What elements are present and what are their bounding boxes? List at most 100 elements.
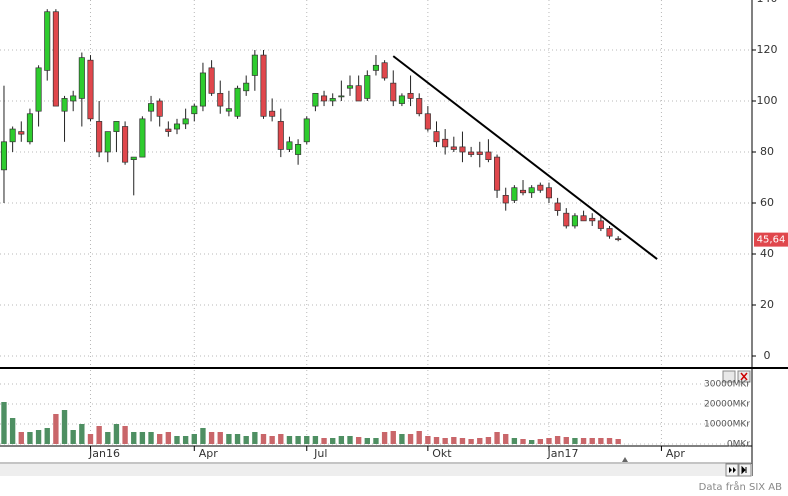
volume-bar (278, 434, 284, 444)
candle-body (580, 215, 587, 222)
candle-body (26, 113, 33, 143)
candle-body (381, 62, 388, 79)
candle-body (44, 11, 51, 71)
volume-bar (563, 437, 569, 444)
volume-bar (572, 438, 578, 444)
candle-body (217, 92, 224, 107)
volume-bar (304, 436, 310, 444)
candle-body (260, 54, 267, 117)
volume-tick-label: 30000MKr (704, 380, 750, 390)
y-tick-label: 0 (764, 349, 771, 362)
volume-bar (589, 438, 595, 444)
candle-body (355, 85, 362, 102)
volume-bar (113, 424, 120, 444)
volume-bar (70, 430, 76, 444)
candle-body (52, 11, 59, 107)
y-tick-label: 40 (760, 247, 774, 260)
candle-body (519, 189, 527, 194)
candle-body (165, 128, 172, 132)
last-price-label: 45,64 (757, 235, 786, 246)
volume-bar (468, 439, 474, 444)
scroll-icon (741, 465, 747, 475)
volume-bar (381, 432, 388, 444)
x-tick-label: Jul (313, 447, 327, 460)
candle-body (312, 92, 319, 107)
volume-tick-label: 0MKr (727, 440, 750, 450)
x-tick-label: Apr (199, 447, 219, 460)
volume-bar (105, 432, 111, 444)
volume-bar (407, 434, 414, 444)
candle-body (597, 220, 604, 229)
volume-bar (18, 432, 24, 444)
candle-body (398, 95, 405, 104)
candle-body (442, 138, 449, 148)
candle-body (545, 187, 553, 199)
candle-body (61, 98, 68, 112)
candle-body (18, 131, 25, 135)
volume-bar (165, 432, 172, 444)
volume-bar (53, 414, 59, 444)
candle-body (286, 141, 293, 150)
candle-body (615, 238, 622, 241)
volume-bar (252, 432, 258, 444)
volume-tick-label: 20000MKr (704, 400, 750, 410)
volume-bar (243, 436, 249, 444)
scroll-icon (729, 467, 736, 473)
candle-body (191, 105, 198, 115)
volume-bar (174, 436, 180, 444)
volume-bar (364, 438, 370, 444)
candle-body (468, 151, 475, 155)
x-tick-label: Jan16 (88, 447, 120, 460)
volume-bar (390, 431, 396, 444)
volume-bar (321, 438, 327, 444)
y-tick-label: 80 (760, 145, 774, 158)
zoom-button[interactable] (722, 370, 736, 383)
y-tick-label: 60 (760, 196, 774, 209)
candle-body (364, 75, 371, 99)
last-price-box (754, 232, 788, 247)
candle-body (243, 82, 250, 92)
candle-body (502, 194, 509, 204)
candle-body (251, 54, 258, 76)
volume-bar (61, 410, 68, 444)
volume-bar (312, 436, 319, 444)
candle-body (606, 228, 613, 237)
candle-body (372, 64, 379, 71)
candle-body (563, 212, 570, 227)
volume-bar (416, 431, 422, 444)
candle-body (35, 67, 42, 112)
volume-bar (355, 437, 362, 444)
volume-bar (459, 438, 466, 444)
volume-bar (87, 434, 94, 444)
volume-bar (373, 438, 379, 444)
candle-body (208, 67, 215, 94)
volume-bar (27, 432, 33, 444)
candle-body (571, 215, 578, 227)
x-tick-label: Apr (666, 447, 686, 460)
volume-bar (191, 434, 197, 444)
candle-body (589, 217, 596, 222)
scrollbar[interactable] (0, 464, 752, 476)
candle-body (199, 72, 206, 107)
volume-bar (451, 437, 457, 444)
volume-bar (338, 436, 345, 444)
volume-bar (122, 426, 128, 444)
volume-bar (157, 434, 163, 444)
candle-body (104, 131, 111, 153)
candle-body (78, 57, 85, 99)
candle-body (433, 131, 440, 143)
volume-bar (477, 438, 483, 444)
trendline (392, 55, 658, 260)
scroll-buttons[interactable] (725, 463, 752, 477)
candle-body (346, 85, 354, 89)
source: Data från SIX AB (699, 480, 782, 493)
candle-body (173, 123, 181, 130)
candle-body (156, 100, 163, 117)
volume-bar (511, 438, 518, 444)
candle-body (424, 113, 431, 130)
y-tick-label: 100 (757, 94, 778, 107)
candle-body (234, 87, 241, 117)
candle-body (139, 118, 146, 158)
volume-bar (260, 434, 267, 444)
